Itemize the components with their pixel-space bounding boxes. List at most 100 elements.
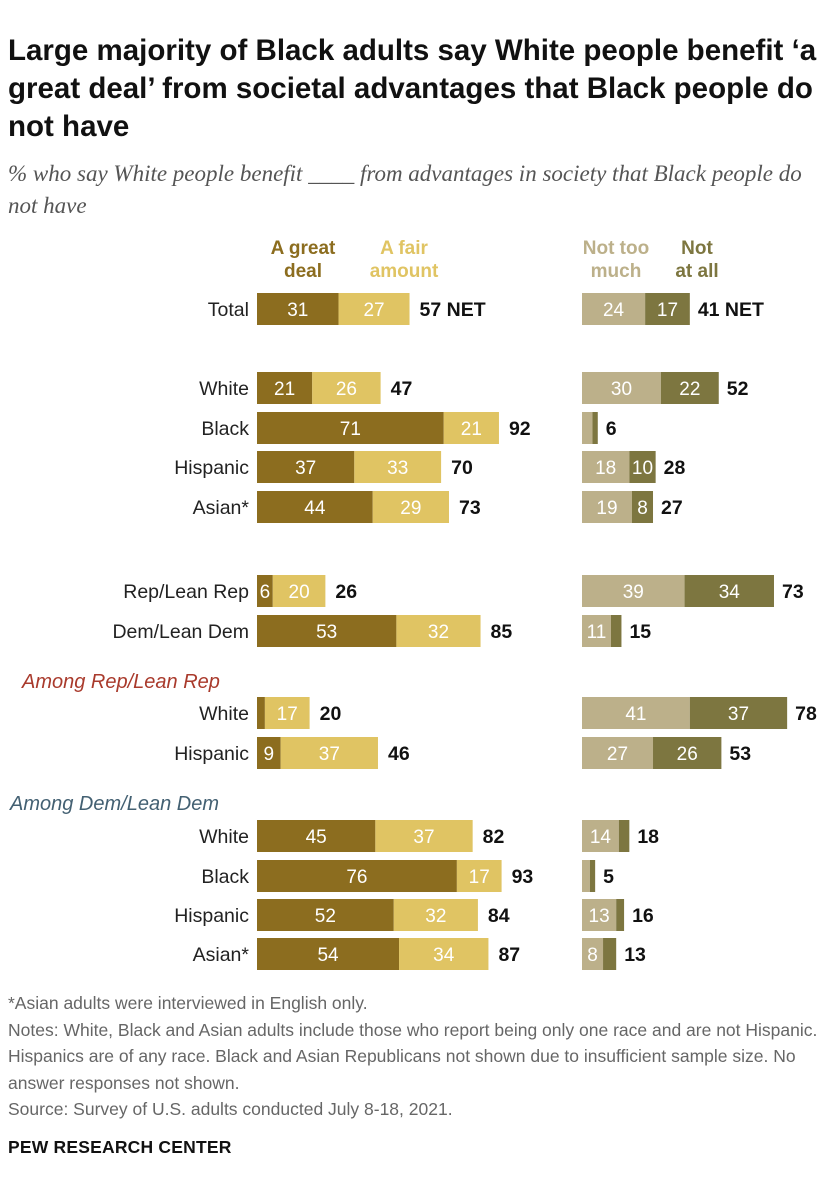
net-left-label: 46 xyxy=(388,743,410,765)
asian-footnote: *Asian adults were interviewed in Englis… xyxy=(8,993,368,1013)
bar-not-at-all xyxy=(618,820,630,852)
legend-great-deal-label: deal xyxy=(284,261,322,282)
bar-great-deal xyxy=(257,899,394,931)
row-label: Hispanic xyxy=(174,905,249,927)
bar-great-deal xyxy=(257,737,281,769)
bar-fair-amount xyxy=(280,737,378,769)
net-right-label: 73 xyxy=(782,581,804,603)
bar-not-too-much xyxy=(582,697,690,729)
net-left-label: 20 xyxy=(320,703,342,725)
bar-great-deal xyxy=(257,938,400,970)
brand-label: PEW RESEARCH CENTER xyxy=(8,1137,232,1157)
bar-great-deal-label: 45 xyxy=(306,827,327,848)
bar-fair-amount xyxy=(399,938,489,970)
net-left-label: 70 xyxy=(451,457,473,479)
net-left-label: 87 xyxy=(498,944,520,966)
bar-fair-amount xyxy=(456,860,502,892)
bar-fair-amount xyxy=(312,372,381,404)
section-heading: Among Dem/Lean Dem xyxy=(9,793,219,815)
net-left-label: 73 xyxy=(459,497,481,519)
net-left-label: 84 xyxy=(488,905,510,927)
bar-fair-amount-label: 29 xyxy=(400,498,421,519)
bar-not-at-all-label: 34 xyxy=(719,582,741,603)
chart-subtitle: % who say White people benefit ____ from… xyxy=(8,161,802,218)
bar-great-deal-label: 53 xyxy=(316,622,337,643)
net-right-label: 28 xyxy=(664,457,686,479)
bar-great-deal-label: 6 xyxy=(260,582,271,603)
chart-notes: *Asian adults were interviewed in Englis… xyxy=(8,990,828,1123)
bar-not-too-much-label: 24 xyxy=(603,300,625,321)
row-label: Total xyxy=(208,299,249,321)
legend-great-deal-label: A great xyxy=(271,238,336,259)
bar-great-deal xyxy=(257,451,355,483)
bar-not-at-all-label: 10 xyxy=(632,458,653,479)
bar-fair-amount-label: 37 xyxy=(413,827,434,848)
row-label: Asian* xyxy=(193,944,250,966)
net-left-label: 92 xyxy=(509,418,531,440)
bar-not-at-all xyxy=(589,860,596,892)
bar-fair-amount xyxy=(354,451,442,483)
net-left-label: 82 xyxy=(483,826,505,848)
row-label: White xyxy=(199,703,249,725)
bar-great-deal-label: 44 xyxy=(304,498,326,519)
net-right-label: 6 xyxy=(606,418,617,440)
bar-not-at-all xyxy=(660,372,719,404)
bar-not-too-much xyxy=(582,938,604,970)
net-left-label: 85 xyxy=(491,621,513,643)
bar-great-deal xyxy=(257,372,313,404)
bar-not-too-much xyxy=(582,899,617,931)
net-right-label: 16 xyxy=(632,905,654,927)
bar-not-too-much-label: 41 xyxy=(625,704,646,725)
bar-not-at-all xyxy=(684,575,774,607)
bar-not-too-much-label: 39 xyxy=(623,582,644,603)
bar-great-deal xyxy=(257,412,444,444)
bar-fair-amount xyxy=(443,412,499,444)
net-right-label: 78 xyxy=(795,703,817,725)
bar-not-too-much xyxy=(582,491,632,523)
bar-not-at-all-label: 8 xyxy=(637,498,648,519)
bar-great-deal xyxy=(257,860,457,892)
bar-not-too-much xyxy=(582,860,590,892)
bar-not-at-all xyxy=(631,491,654,523)
row-label: Dem/Lean Dem xyxy=(112,621,249,643)
bar-fair-amount xyxy=(393,899,478,931)
bar-not-too-much xyxy=(582,615,611,647)
row-label: Hispanic xyxy=(174,743,249,765)
net-left-label: 47 xyxy=(391,378,413,400)
bar-not-at-all-label: 17 xyxy=(657,300,678,321)
bar-great-deal xyxy=(257,615,397,647)
net-right-label: 41 NET xyxy=(698,299,764,321)
bar-not-too-much-label: 13 xyxy=(589,906,610,927)
net-right-label: 5 xyxy=(603,866,614,888)
net-left-label: 26 xyxy=(335,581,357,603)
row-label: White xyxy=(199,378,249,400)
bar-not-too-much-label: 11 xyxy=(587,622,607,643)
bar-not-too-much-label: 30 xyxy=(611,379,632,400)
bar-not-at-all xyxy=(610,615,622,647)
row-label: Hispanic xyxy=(174,457,249,479)
net-right-label: 52 xyxy=(727,378,749,400)
bar-great-deal-label: 9 xyxy=(264,744,275,765)
bar-great-deal xyxy=(257,491,373,523)
net-right-label: 53 xyxy=(729,743,751,765)
bar-not-at-all xyxy=(603,938,617,970)
bar-great-deal-label: 54 xyxy=(317,945,339,966)
source-text: Source: Survey of U.S. adults conducted … xyxy=(8,1099,453,1119)
bar-fair-amount xyxy=(372,491,449,523)
net-right-label: 15 xyxy=(629,621,651,643)
bar-not-too-much-label: 8 xyxy=(587,945,598,966)
bar-great-deal-label: 52 xyxy=(315,906,336,927)
bar-great-deal xyxy=(257,575,273,607)
notes-text: Notes: White, Black and Asian adults inc… xyxy=(8,1019,818,1093)
chart-title: Large majority of Black adults say White… xyxy=(8,34,817,143)
legend-not-at-all-label: at all xyxy=(675,261,718,282)
bar-fair-amount xyxy=(264,697,310,729)
bar-not-at-all xyxy=(645,293,690,325)
bar-not-at-all xyxy=(653,737,722,769)
legend-not-too-much-label: Not too xyxy=(583,238,649,259)
row-label: Asian* xyxy=(193,497,250,519)
bar-not-too-much xyxy=(582,451,630,483)
bar-not-at-all-label: 37 xyxy=(728,704,749,725)
net-left-label: 57 NET xyxy=(420,299,486,321)
bar-fair-amount xyxy=(338,293,410,325)
